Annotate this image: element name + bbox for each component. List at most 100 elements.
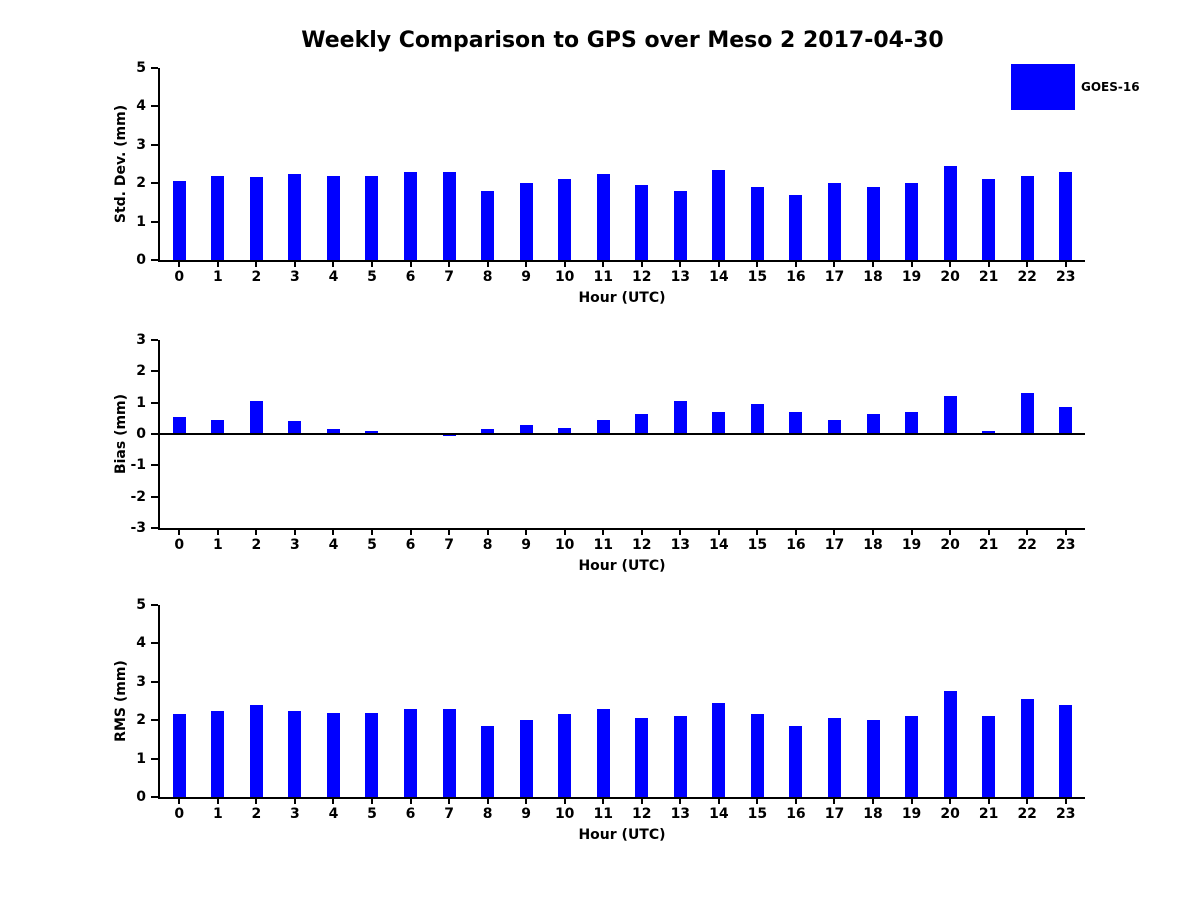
bar [365,712,379,797]
y-tick-mark [151,757,158,760]
x-tick-label: 17 [824,806,845,822]
x-tick-label: 3 [290,269,300,285]
y-tick-label: -1 [130,457,146,474]
x-axis-line [158,797,1085,799]
x-tick-mark [794,530,797,535]
bar [1059,171,1073,260]
x-tick-label: 6 [405,806,416,822]
bar [288,173,302,260]
x-tick-mark [872,262,875,267]
x-tick-mark [602,530,605,535]
bar [982,716,996,797]
x-tick-label: 1 [212,269,223,285]
x-tick-label: 20 [940,269,960,285]
y-tick-mark [151,67,158,69]
x-tick-mark [563,799,566,804]
bar [750,187,764,260]
bar [172,181,186,260]
x-tick-label: 9 [521,537,532,553]
bar [866,720,880,797]
x-tick-mark [563,262,566,267]
bar [1059,704,1073,797]
x-tick-label: 3 [290,806,300,822]
y-tick-mark [151,527,158,529]
x-tick-label: 15 [747,806,768,822]
x-tick-mark [949,262,952,267]
bar [750,714,764,797]
y-tick-label: 2 [136,363,146,380]
bar [249,401,263,434]
x-tick-label: 16 [786,269,806,285]
y-tick-label: -3 [130,520,146,536]
bar [635,413,649,434]
x-tick-mark [525,530,528,535]
x-tick-mark [987,799,990,804]
y-tick-label: 0 [136,252,146,268]
x-tick-label: 5 [367,269,377,285]
bar [211,419,225,434]
bar [404,171,418,260]
y-tick-mark [151,719,158,722]
bar [866,413,880,434]
x-tick-mark [293,262,296,267]
bar [943,691,957,797]
x-tick-label: 8 [482,269,493,285]
x-tick-mark [255,799,258,804]
bar [596,708,610,797]
y-tick-label: 1 [136,750,146,767]
x-tick-label: 23 [1055,537,1076,553]
x-tick-label: 6 [405,269,416,285]
bar [249,177,263,260]
bar [982,430,996,434]
y-tick-label: 3 [136,673,146,690]
x-tick-mark [987,262,990,267]
bar [481,429,495,434]
x-tick-mark [525,799,528,804]
bar [905,716,919,797]
bar [558,179,572,260]
y-tick-mark [151,642,158,645]
y-tick-mark [151,796,158,798]
stddev-xaxis-label: Hour (UTC) [578,290,666,306]
x-tick-mark [1026,262,1029,267]
bar [288,421,302,434]
x-tick-label: 16 [786,537,806,553]
x-tick-mark [332,262,335,267]
y-tick-mark [151,604,158,606]
y-tick-label: 1 [136,394,146,411]
y-tick-label: 3 [136,136,146,153]
bar [596,173,610,260]
x-tick-mark [1064,799,1067,804]
x-tick-label: 2 [251,537,262,553]
x-tick-mark [872,799,875,804]
x-tick-label: 14 [709,269,729,285]
x-tick-label: 22 [1017,806,1037,822]
x-tick-mark [679,530,682,535]
bar [404,708,418,797]
y-axis-line [158,340,160,530]
x-tick-mark [833,530,836,535]
legend-label: GOES-16 [1081,80,1140,94]
bar [365,175,379,260]
bar [326,712,340,797]
bar [789,412,803,434]
bar [943,396,957,434]
x-tick-mark [756,262,759,267]
x-tick-label: 14 [709,537,729,553]
x-tick-mark [602,262,605,267]
x-tick-label: 7 [444,806,454,822]
y-tick-label: 1 [136,213,146,230]
bar [211,175,225,260]
x-tick-mark [679,262,682,267]
x-tick-mark [293,799,296,804]
bar [673,190,687,260]
y-tick-mark [151,464,158,467]
x-axis-line [158,260,1085,262]
x-tick-label: 11 [593,537,613,553]
bar [673,401,687,434]
x-tick-mark [640,799,643,804]
y-tick-label: -2 [130,488,146,505]
y-tick-mark [151,220,158,223]
x-tick-label: 16 [786,806,806,822]
